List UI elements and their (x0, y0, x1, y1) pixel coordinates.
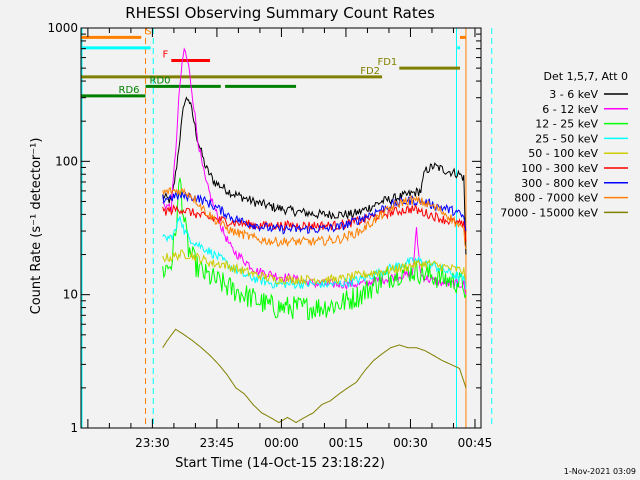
legend-label: 100 - 300 keV (521, 162, 598, 175)
flag-label: RD6 (119, 85, 140, 96)
legend-label: 6 - 12 keV (542, 103, 598, 116)
legend-label: 25 - 50 keV (535, 132, 598, 145)
legend-label: 12 - 25 keV (535, 118, 598, 131)
series-line (162, 328, 467, 424)
series-line (162, 96, 467, 255)
flag-label: FD1 (377, 57, 397, 68)
y-tick-label: 1 (70, 421, 78, 435)
series-line (162, 190, 467, 235)
x-tick-label: 00:00 (264, 436, 299, 450)
x-tick-label: 00:30 (393, 436, 428, 450)
legend-label: 3 - 6 keV (549, 88, 598, 101)
chart-title: RHESSI Observing Summary Count Rates (125, 4, 435, 22)
series-line (162, 47, 467, 295)
x-tick-label: 00:15 (329, 436, 364, 450)
y-axis-label: Count Rate (s⁻¹ detector⁻¹) (29, 138, 44, 315)
y-tick-label: 100 (55, 154, 78, 168)
flag-label: S (145, 26, 151, 37)
series-line (162, 216, 467, 290)
y-axis: 1 10 100 1000 (47, 21, 481, 435)
y-tick-label: 10 (63, 288, 78, 302)
series-line (162, 186, 467, 250)
series-line (162, 204, 467, 242)
series-line (162, 249, 467, 286)
legend-label: 300 - 800 keV (521, 177, 598, 190)
x-tick-label: 23:45 (200, 436, 235, 450)
flag-label: F (163, 50, 169, 61)
flag-label: RD0 (150, 75, 171, 86)
x-axis-label: Start Time (14-Oct-15 23:18:22) (175, 456, 385, 471)
legend-label: 800 - 7000 keV (514, 192, 598, 205)
series-lines (162, 47, 467, 424)
legend-header: Det 1,5,7, Att 0 (544, 70, 628, 83)
legend-label: 50 - 100 keV (528, 147, 598, 160)
legend: Det 1,5,7, Att 0 3 - 6 keV 6 - 12 keV 12 -… (500, 70, 628, 219)
flag-label: FD2 (360, 66, 380, 77)
x-tick-label: 23:30 (135, 436, 170, 450)
y-tick-label: 1000 (47, 21, 78, 35)
date-stamp: 1-Nov-2021 03:09 (564, 467, 636, 476)
x-axis: 23:30 23:45 00:00 00:15 00:30 00:45 (87, 28, 493, 450)
x-tick-label: 00:45 (458, 436, 493, 450)
legend-label: 7000 - 15000 keV (500, 206, 598, 219)
